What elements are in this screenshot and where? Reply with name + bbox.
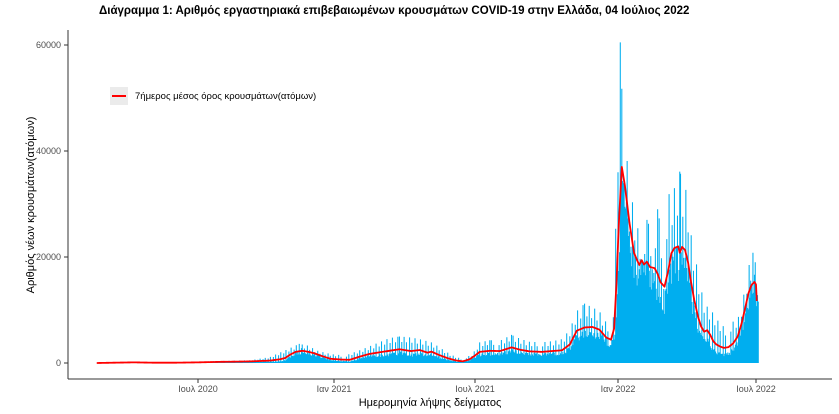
x-tick-label: Ιουλ 2020 [178, 384, 217, 394]
axes: 0 20000 40000 60000 Ιουλ 2020 Ιαν 2021 Ιουλ 20… [36, 30, 832, 394]
x-tick-label: Ιαν 2022 [601, 384, 636, 394]
x-axis-title: Ημερομηνία λήψης δείγματος [358, 397, 502, 409]
legend: 7ήμερος μέσος όρος κρουσμάτων(ατόμων) [110, 87, 316, 105]
y-tick-label: 0 [56, 358, 61, 368]
x-tick-label: Ιαν 2021 [317, 384, 352, 394]
legend-label: 7ήμερος μέσος όρος κρουσμάτων(ατόμων) [135, 90, 317, 102]
y-tick-label: 40000 [36, 146, 61, 156]
x-tick-label: Ιουλ 2021 [455, 384, 494, 394]
y-axis-title: Αριθμός νέων κρουσμάτων(ατόμων) [25, 116, 37, 294]
y-tick-label: 20000 [36, 252, 61, 262]
red-line-icon [112, 95, 126, 97]
avg-line-legend-swatch [110, 87, 128, 105]
avg-7day-line [96, 166, 758, 364]
x-tick-label: Ιουλ 2022 [736, 384, 775, 394]
y-tick-label: 60000 [36, 40, 61, 50]
chart-title: Διάγραμμα 1: Αριθμός εργαστηριακά επιβεβ… [99, 5, 690, 17]
